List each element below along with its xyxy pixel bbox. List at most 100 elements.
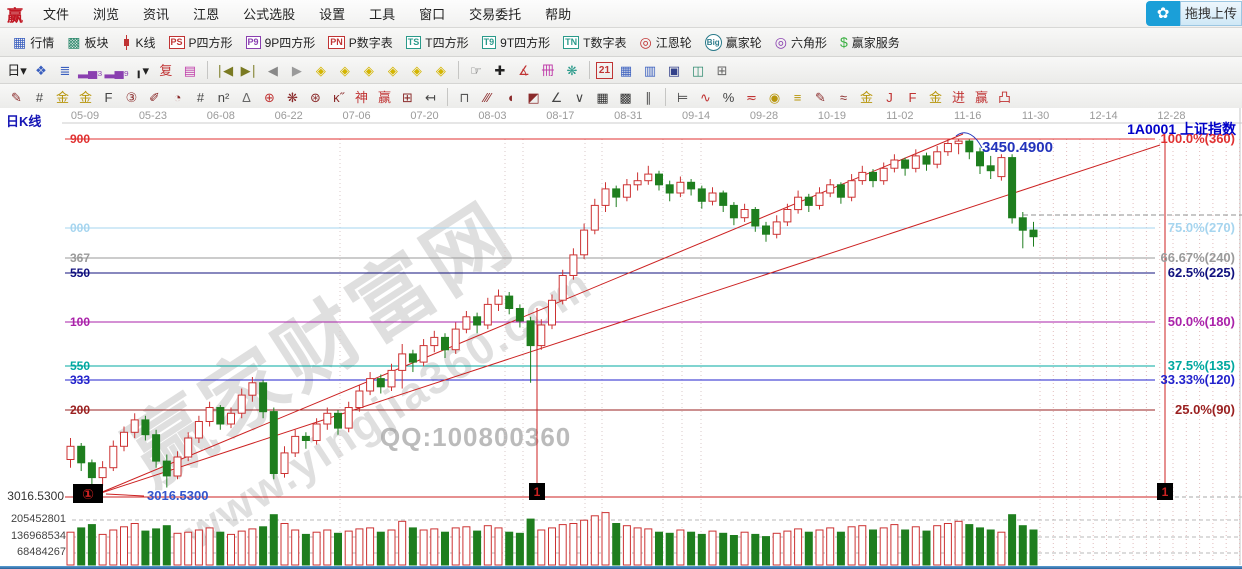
view-zoom-out-h-icon[interactable]: ◈ <box>315 62 326 78</box>
view-toolbar: 日▾ ❖ ≣ ▂▄₃ ▂▄₉ ╻▾ 复 ▤ ∣◀ ▶∣ ◀ ▶ ◈ ◈ ◈ ◈ ◈ ◈ ☞ ✚ ∡ 冊 ❋ 21 ▦ ▥ ▣ ◫ ⊞ <box>0 57 1242 84</box>
draw-jin-angle-icon[interactable]: 进 <box>951 89 965 105</box>
view-share-icon[interactable]: ◫ <box>691 62 705 78</box>
drag-upload-button[interactable]: 拖拽上传 <box>1180 1 1242 26</box>
draw-percent-lines-icon[interactable]: ≂ <box>746 89 757 105</box>
menu-item-settings[interactable]: 设置 <box>319 7 346 22</box>
draw-v-lines-icon[interactable]: ∨ <box>574 89 585 105</box>
draw-measure-arrow-icon[interactable]: ↤ <box>425 89 436 105</box>
draw-f-angle-icon[interactable]: F <box>908 89 917 105</box>
tool-sector[interactable]: ▩ 板块 <box>62 32 113 53</box>
view-sphere-tool-icon[interactable]: ❋ <box>566 62 578 78</box>
draw-pencil-ruler-icon[interactable]: ✐ <box>149 89 160 105</box>
draw-shen-grid-icon[interactable]: 神 <box>354 89 368 105</box>
draw-gold-box-icon[interactable]: 金 <box>859 89 873 105</box>
draw-black-grid-2-icon[interactable]: ▩ <box>619 89 632 105</box>
draw-level-tool-icon[interactable]: ⊨ <box>676 89 689 105</box>
view-last-page-icon[interactable]: ▶∣ <box>240 62 258 78</box>
view-zoom-reset-icon[interactable]: ◈ <box>387 62 398 78</box>
menu-item-trade-entrust[interactable]: 交易委托 <box>469 7 522 22</box>
draw-wave-channel-icon[interactable]: ≈ <box>839 89 848 105</box>
draw-web-2-icon[interactable]: ⊛ <box>310 89 321 105</box>
view-angle-tool-icon[interactable]: ∡ <box>518 62 530 78</box>
draw-ray-fan-icon[interactable]: ∕∕∕ <box>484 89 491 105</box>
tool-9t-square[interactable]: T9 9T四方形 <box>477 32 556 53</box>
view-save-icon[interactable]: ▣ <box>667 62 681 78</box>
tool-t-digit-table[interactable]: TN T数字表 <box>558 32 631 53</box>
menu-item-file[interactable]: 文件 <box>43 7 70 22</box>
cloud-upload-icon[interactable]: ✿ <box>1146 1 1180 26</box>
view-color-chart-icon[interactable]: ▤ <box>183 62 197 78</box>
draw-hash-grid-2-icon[interactable]: # <box>196 89 205 105</box>
view-first-page-icon[interactable]: ∣◀ <box>216 62 234 78</box>
draw-f-grid-icon[interactable]: F <box>104 89 113 105</box>
draw-ying-angle-icon[interactable]: 赢 <box>974 89 988 105</box>
tool-t-square[interactable]: TS T四方形 <box>401 32 474 53</box>
view-calculator-icon[interactable]: ▦ <box>619 62 633 78</box>
menu-item-help[interactable]: 帮助 <box>545 7 572 22</box>
draw-percent-wave-icon[interactable]: ∿ <box>700 89 711 105</box>
menu-item-news[interactable]: 资讯 <box>143 7 170 22</box>
draw-compass-icon[interactable]: ∆ <box>242 89 251 105</box>
menu-item-browse[interactable]: 浏览 <box>93 7 120 22</box>
tool-gann-wheel[interactable]: ◎ 江恩轮 <box>635 32 697 53</box>
draw-gold-lines-icon[interactable]: ≡ <box>793 89 802 105</box>
tool-9p-square[interactable]: P9 9P四方形 <box>241 32 321 53</box>
tool-quote[interactable]: ▦ 行情 <box>8 32 59 53</box>
draw-j-angle-icon[interactable]: J <box>886 89 893 105</box>
view-mini-chart-9-icon[interactable]: ▂▄₉ <box>104 62 129 78</box>
view-zoom-width-icon[interactable]: ◈ <box>363 62 374 78</box>
view-page-left-icon[interactable]: ◀ <box>267 62 278 78</box>
draw-ruler-grid-icon[interactable]: ⊞ <box>402 89 413 105</box>
draw-hash-grid-icon[interactable]: # <box>35 89 44 105</box>
draw-parallel-lines-icon[interactable]: ∥ <box>645 89 652 105</box>
draw-web-1-icon[interactable]: ❋ <box>287 89 298 105</box>
view-trade-terminal-icon[interactable]: ⊞ <box>716 62 728 78</box>
draw-ying-grid-icon[interactable]: 赢 <box>377 89 391 105</box>
view-zoom-in-h-icon[interactable]: ◈ <box>339 62 350 78</box>
menu-item-tools[interactable]: 工具 <box>369 7 396 22</box>
draw-square-fan-icon[interactable]: ◩ <box>527 89 540 105</box>
menu-item-formula-stock-pick[interactable]: 公式选股 <box>243 7 296 22</box>
draw-target-icon[interactable]: ⊕ <box>264 89 275 105</box>
view-crosshair-icon[interactable]: ✚ <box>494 62 506 78</box>
tool-p-digit-table[interactable]: PN P数字表 <box>323 32 398 53</box>
menu-item-gann[interactable]: 江恩 <box>193 7 220 22</box>
draw-brush-wave-icon[interactable]: ✎ <box>815 89 826 105</box>
menu-item-window[interactable]: 窗口 <box>419 7 446 22</box>
view-gann-box-tool-icon[interactable]: 冊 <box>541 62 555 78</box>
view-notebook-icon[interactable]: ▥ <box>643 62 657 78</box>
tool-winner-service[interactable]: $ 赢家服务 <box>835 32 905 53</box>
view-calendar-icon[interactable]: 21 <box>595 61 614 79</box>
view-hand-tool-icon[interactable]: ☞ <box>470 62 482 78</box>
draw-pencil-icon[interactable]: ✎ <box>11 89 22 105</box>
view-restore-chart-icon[interactable]: 复 <box>159 62 173 78</box>
view-zoom-height-icon[interactable]: ◈ <box>435 62 446 78</box>
draw-spiral-icon[interactable]: ③ <box>125 89 138 105</box>
tool-kline[interactable]: K线 <box>117 32 161 53</box>
draw-box-tool-icon[interactable]: ⊓ <box>459 89 470 105</box>
draw-black-grid-icon[interactable]: ▦ <box>596 89 609 105</box>
view-period-day-icon[interactable]: 日▾ <box>7 62 27 78</box>
draw-n-square-icon[interactable]: n² <box>217 89 230 105</box>
draw-gold-angle-icon[interactable]: 金 <box>928 89 942 105</box>
view-mini-chart-3-icon[interactable]: ▂▄₃ <box>78 62 103 78</box>
toolbar-separator <box>588 61 590 79</box>
view-info-view-icon[interactable]: ≣ <box>59 62 71 78</box>
view-tile-chart-icon[interactable]: ❖ <box>35 62 47 78</box>
view-candle-style-icon[interactable]: ╻▾ <box>134 62 150 78</box>
draw-angle-lines-icon[interactable]: ∠ <box>550 89 563 105</box>
draw-gold-grid-2-icon[interactable]: 金 <box>78 89 92 105</box>
draw-shell-fan-icon[interactable]: ◖ <box>506 89 515 105</box>
tool-p-square[interactable]: PS P四方形 <box>164 32 238 53</box>
tool-hexagon[interactable]: ◎ 六角形 <box>770 32 832 53</box>
tool-winner-wheel[interactable]: Big 赢家轮 <box>700 32 767 53</box>
draw-tu-angle-icon[interactable]: 凸 <box>997 89 1011 105</box>
draw-gold-circle-icon[interactable]: ◉ <box>768 89 781 105</box>
draw-k-wave-icon[interactable]: ĸ˝ <box>333 89 344 105</box>
view-page-right-icon[interactable]: ▶ <box>291 62 302 78</box>
draw-gold-grid-icon[interactable]: 金 <box>55 89 69 105</box>
view-zoom-all-icon[interactable]: ◈ <box>411 62 422 78</box>
draw-percent-icon[interactable]: % <box>722 89 735 105</box>
draw-time-circle-icon[interactable]: ◔ <box>173 89 182 105</box>
